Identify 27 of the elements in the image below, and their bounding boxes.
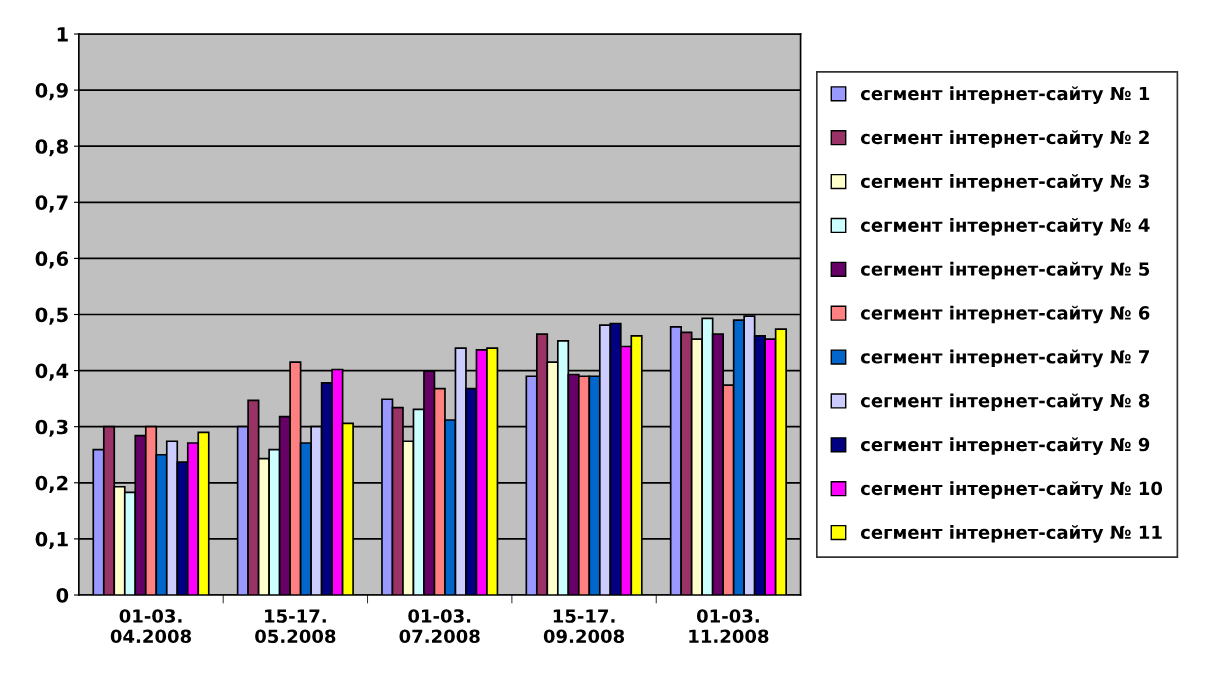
y-tick-label: 0,1	[35, 531, 68, 550]
legend-label: сегмент інтернет-сайту № 4	[860, 217, 1150, 236]
y-tick-label: 0,3	[35, 419, 68, 437]
y-tick-label: 0,8	[35, 139, 68, 157]
legend-label: сегмент інтернет-сайту № 11	[860, 525, 1162, 543]
y-tick-label: 0,7	[35, 195, 68, 213]
x-tick-label: 15-17. 05.2008	[255, 609, 336, 644]
legend-label: сегмент інтернет-сайту № 7	[860, 349, 1149, 368]
y-tick-label: 0,2	[35, 475, 68, 493]
legend-label: сегмент інтернет-сайту № 6	[860, 305, 1150, 324]
y-tick-label: 0,4	[35, 363, 69, 381]
y-tick-label: 1	[57, 27, 68, 42]
x-tick-label: 15-17. 09.2008	[543, 609, 625, 644]
legend-label: сегмент інтернет-сайту № 10	[860, 481, 1163, 499]
y-tick-label: 0	[56, 587, 69, 603]
y-tick-label: 0,9	[35, 83, 68, 101]
legend-label: сегмент інтернет-сайту № 8	[860, 393, 1150, 412]
y-tick-label: 0,6	[35, 251, 69, 269]
legend-label: сегмент інтернет-сайту № 1	[860, 86, 1150, 104]
legend-label: сегмент інтернет-сайту № 5	[860, 261, 1150, 280]
x-tick-label: 01-03. 11.2008	[689, 609, 769, 644]
x-tick-label: 01-03. 07.2008	[399, 609, 480, 644]
legend-label: сегмент інтернет-сайту № 3	[860, 174, 1149, 192]
x-tick-label: 01-03. 04.2008	[110, 609, 192, 644]
y-tick-label: 0,5	[35, 307, 68, 325]
legend-label: сегмент інтернет-сайту № 2	[860, 130, 1149, 148]
legend-label: сегмент інтернет-сайту № 9	[860, 437, 1150, 455]
